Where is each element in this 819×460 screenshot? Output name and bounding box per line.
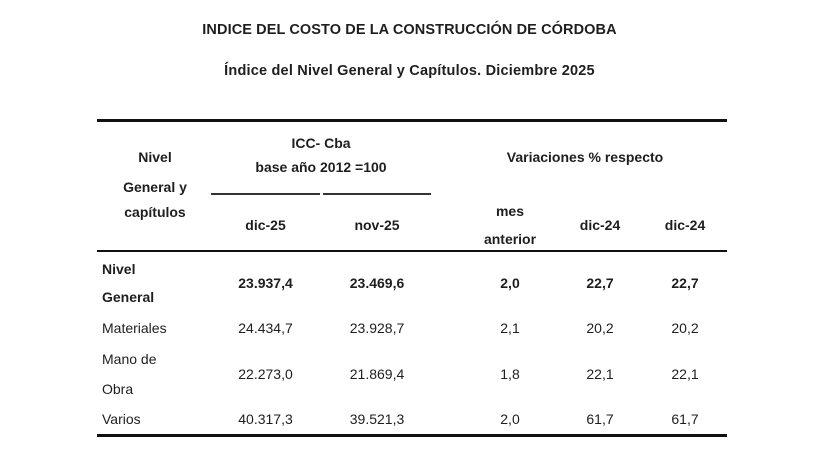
cell-mes-anterior: 2,1	[500, 320, 520, 336]
document-subtitle: Índice del Nivel General y Capítulos. Di…	[224, 63, 595, 79]
header-row-label-line2: General y	[123, 179, 187, 195]
row-label-line1: Nivel	[102, 261, 136, 277]
header-col-mes-line1: mes	[495, 203, 525, 219]
cell-dic24-b: 22,1	[671, 366, 699, 382]
header-col-dic24-b: dic-24	[664, 217, 706, 233]
cell-nov25: 23.469,6	[349, 275, 405, 291]
table-header-rule	[97, 250, 727, 252]
cell-dic25: 40.317,3	[238, 411, 293, 427]
header-variations-group: Variaciones % respecto	[506, 149, 664, 165]
cell-dic25: 22.273,0	[238, 366, 293, 382]
header-col-dic24-a: dic-24	[579, 217, 621, 233]
table-bottom-rule	[97, 434, 727, 437]
row-label-line2: General	[102, 289, 155, 305]
cell-dic24-a: 22,1	[586, 366, 614, 382]
header-col-mes-line2: anterior	[483, 231, 537, 247]
row-label: Varios	[102, 411, 141, 427]
cell-dic24-a: 22,7	[586, 275, 614, 291]
icc-underline-nov25	[323, 193, 431, 195]
header-col-nov25: nov-25	[354, 217, 400, 233]
cell-mes-anterior: 1,8	[500, 366, 520, 382]
cell-dic24-b: 61,7	[671, 411, 699, 427]
cell-dic25: 23.937,4	[238, 275, 293, 291]
cell-dic24-a: 61,7	[586, 411, 614, 427]
header-col-dic25: dic-25	[245, 217, 286, 233]
row-label-line2: Obra	[102, 381, 134, 397]
cell-dic24-b: 20,2	[671, 320, 699, 336]
cell-nov25: 21.869,4	[349, 366, 405, 382]
cell-dic24-a: 20,2	[586, 320, 614, 336]
document-title: INDICE DEL COSTO DE LA CONSTRUCCIÓN DE C…	[202, 22, 617, 38]
header-row-label-line3: capítulos	[124, 204, 186, 220]
cell-mes-anterior: 2,0	[500, 275, 520, 291]
icc-underline-dic25	[211, 193, 320, 195]
row-label: Materiales	[102, 320, 167, 336]
cell-nov25: 23.928,7	[349, 320, 405, 336]
cell-mes-anterior: 2,0	[500, 411, 520, 427]
header-icc-group-line2: base año 2012 =100	[255, 159, 387, 175]
cell-nov25: 39.521,3	[349, 411, 405, 427]
cell-dic25: 24.434,7	[238, 320, 293, 336]
header-icc-group-line1: ICC- Cba	[291, 135, 351, 151]
header-row-label-line1: Nivel	[138, 149, 172, 165]
cell-dic24-b: 22,7	[671, 275, 699, 291]
table-top-rule	[97, 119, 727, 122]
row-label-line1: Mano de	[102, 351, 157, 367]
